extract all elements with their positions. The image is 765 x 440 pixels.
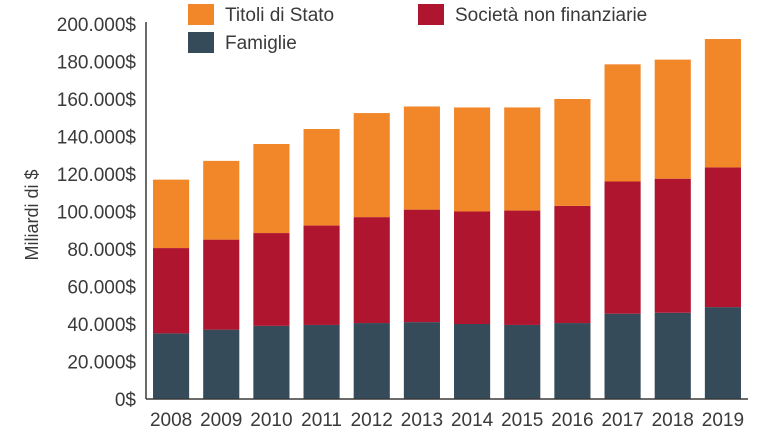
bar-titoli-di-stato-2015 bbox=[504, 107, 541, 211]
legend-label: Famiglie bbox=[225, 33, 297, 54]
bar-societ-non-finanziarie-2015 bbox=[504, 210, 541, 325]
y-tick-label: 0$ bbox=[115, 390, 137, 411]
bar-societ-non-finanziarie-2009 bbox=[203, 239, 240, 330]
bar-societ-non-finanziarie-2012 bbox=[353, 217, 390, 324]
x-tick-label: 2009 bbox=[200, 410, 242, 431]
x-tick-label: 2013 bbox=[401, 410, 443, 431]
x-tick-label: 2016 bbox=[551, 410, 593, 431]
bar-titoli-di-stato-2019 bbox=[704, 39, 741, 168]
bar-societ-non-finanziarie-2011 bbox=[303, 225, 340, 325]
bar-societ-non-finanziarie-2014 bbox=[454, 211, 491, 324]
x-tick-label: 2017 bbox=[601, 410, 643, 431]
x-tick-label: 2018 bbox=[652, 410, 694, 431]
bar-titoli-di-stato-2013 bbox=[403, 106, 440, 210]
y-axis-label: Miliardi di $ bbox=[22, 169, 42, 260]
legend-label: Titoli di Stato bbox=[225, 5, 334, 26]
bar-famiglie-2013 bbox=[403, 322, 440, 399]
x-tick-label: 2015 bbox=[501, 410, 543, 431]
bar-titoli-di-stato-2014 bbox=[454, 107, 491, 212]
bar-titoli-di-stato-2012 bbox=[353, 113, 390, 218]
x-tick-label: 2014 bbox=[451, 410, 494, 431]
bar-famiglie-2018 bbox=[654, 312, 691, 399]
bar-famiglie-2014 bbox=[454, 324, 491, 399]
legend: Titoli di Stato Società non finanziarie Fa… bbox=[188, 4, 647, 54]
bar-titoli-di-stato-2017 bbox=[604, 64, 641, 182]
bar-famiglie-2016 bbox=[554, 323, 591, 399]
bar-famiglie-2010 bbox=[253, 325, 290, 399]
bar-societ-non-finanziarie-2017 bbox=[604, 181, 641, 314]
bar-titoli-di-stato-2018 bbox=[654, 59, 691, 179]
y-axis: 0$ 20.000$ 40.000$ 60.000$ 80.000$ 100.000$ 12… bbox=[57, 15, 137, 411]
bar-famiglie-2011 bbox=[303, 324, 340, 399]
bars bbox=[153, 39, 741, 399]
y-tick-label: 200.000$ bbox=[57, 15, 137, 36]
bar-titoli-di-stato-2016 bbox=[554, 99, 591, 206]
bar-societ-non-finanziarie-2013 bbox=[403, 209, 440, 323]
y-tick-label: 60.000$ bbox=[67, 278, 136, 299]
y-tick-label: 120.000$ bbox=[57, 165, 137, 186]
bar-societ-non-finanziarie-2010 bbox=[253, 233, 290, 326]
bar-famiglie-2009 bbox=[203, 329, 240, 399]
bar-titoli-di-stato-2010 bbox=[253, 144, 290, 234]
x-tick-label: 2019 bbox=[702, 410, 744, 431]
y-tick-label: 160.000$ bbox=[57, 90, 137, 111]
x-tick-label: 2011 bbox=[301, 410, 342, 431]
bar-titoli-di-stato-2009 bbox=[203, 160, 240, 240]
legend-label: Società non finanziarie bbox=[455, 5, 647, 26]
bar-famiglie-2017 bbox=[604, 313, 641, 399]
bar-famiglie-2019 bbox=[704, 307, 741, 399]
x-tick-label: 2012 bbox=[351, 410, 393, 431]
bar-famiglie-2012 bbox=[353, 323, 390, 399]
bar-titoli-di-stato-2011 bbox=[303, 129, 340, 226]
bar-societ-non-finanziarie-2016 bbox=[554, 205, 591, 324]
x-tick-label: 2010 bbox=[250, 410, 292, 431]
y-tick-label: 20.000$ bbox=[67, 353, 136, 374]
bar-famiglie-2008 bbox=[153, 333, 190, 399]
bar-societ-non-finanziarie-2008 bbox=[153, 248, 190, 334]
y-tick-label: 40.000$ bbox=[67, 315, 136, 336]
bar-titoli-di-stato-2008 bbox=[153, 179, 190, 249]
legend-swatch bbox=[418, 4, 444, 25]
x-tick-label: 2008 bbox=[150, 410, 192, 431]
legend-swatch bbox=[188, 32, 214, 53]
bar-societ-non-finanziarie-2018 bbox=[654, 178, 691, 313]
y-tick-label: 180.000$ bbox=[57, 53, 137, 74]
bar-societ-non-finanziarie-2019 bbox=[704, 167, 741, 308]
x-axis: 2008 2009 2010 2011 2012 2013 2014 2015 2016 2017… bbox=[150, 410, 744, 431]
y-tick-label: 80.000$ bbox=[67, 240, 136, 261]
y-tick-label: 140.000$ bbox=[57, 128, 137, 149]
y-tick-label: 100.000$ bbox=[57, 203, 137, 224]
legend-swatch bbox=[188, 4, 214, 25]
bar-famiglie-2015 bbox=[504, 324, 541, 399]
